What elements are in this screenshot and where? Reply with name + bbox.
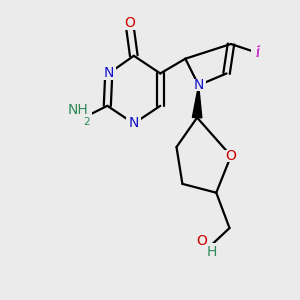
FancyBboxPatch shape xyxy=(122,17,137,30)
Text: O: O xyxy=(226,149,236,163)
FancyBboxPatch shape xyxy=(252,47,263,59)
FancyBboxPatch shape xyxy=(101,67,116,80)
Text: O: O xyxy=(196,234,207,248)
Text: 2: 2 xyxy=(83,117,90,127)
FancyBboxPatch shape xyxy=(126,117,142,130)
FancyBboxPatch shape xyxy=(251,46,264,59)
Text: i: i xyxy=(256,46,260,60)
Polygon shape xyxy=(192,85,202,118)
Text: NH: NH xyxy=(68,103,88,117)
Text: O: O xyxy=(124,16,135,30)
FancyBboxPatch shape xyxy=(223,150,238,162)
Text: N: N xyxy=(194,78,204,92)
FancyBboxPatch shape xyxy=(191,79,206,92)
Text: N: N xyxy=(129,116,139,130)
FancyBboxPatch shape xyxy=(191,243,218,260)
Text: N: N xyxy=(103,66,114,80)
Text: i: i xyxy=(256,46,260,60)
Text: i: i xyxy=(255,45,260,60)
FancyBboxPatch shape xyxy=(64,110,92,131)
Text: H: H xyxy=(207,244,217,259)
